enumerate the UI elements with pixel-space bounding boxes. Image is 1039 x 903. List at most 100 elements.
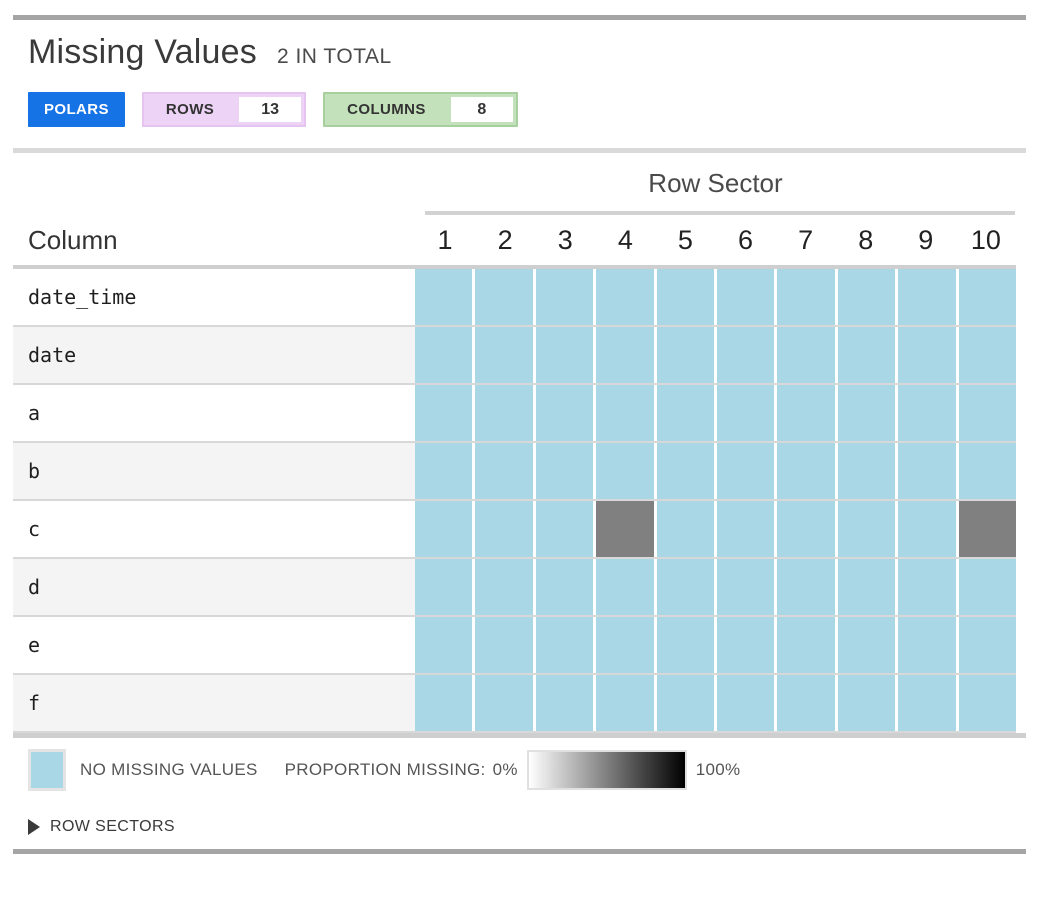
- scale-min-label: 0%: [492, 760, 518, 779]
- missing-proportion-gradient: [526, 750, 687, 790]
- no-missing-cell: [656, 385, 715, 441]
- row-cells: [415, 501, 1017, 557]
- missing-total-badge: 2 IN TOTAL: [276, 45, 392, 68]
- sector-header-label: 8: [858, 225, 874, 255]
- no-missing-cell: [415, 675, 473, 731]
- no-missing-cell: [958, 559, 1017, 615]
- table-row: f: [13, 675, 1017, 733]
- no-missing-cell: [898, 501, 956, 557]
- no-missing-cell: [415, 443, 473, 499]
- no-missing-cell: [898, 443, 956, 499]
- no-missing-cell: [777, 559, 835, 615]
- sector-header-label: 7: [798, 225, 814, 255]
- table-row: b: [13, 443, 1017, 501]
- sector-header-label: 10: [970, 225, 1001, 255]
- no-missing-cell: [415, 559, 473, 615]
- no-missing-cell: [596, 443, 654, 499]
- row-cells: [415, 443, 1017, 499]
- no-missing-cell: [415, 385, 473, 441]
- no-missing-cell: [717, 675, 775, 731]
- sector-header-label: 6: [738, 225, 754, 255]
- row-cells: [415, 617, 1017, 673]
- table-row: c: [13, 501, 1017, 559]
- column-axis-title: Column: [28, 225, 118, 255]
- no-missing-cell: [958, 327, 1017, 383]
- no-missing-cell: [837, 501, 896, 557]
- no-missing-cell: [717, 617, 775, 673]
- sector-header-cells: 1 2 3 4 5 6 7 8 9 10: [415, 225, 1016, 256]
- no-missing-cell: [656, 443, 715, 499]
- no-missing-cell: [596, 269, 654, 325]
- no-missing-cell: [475, 617, 533, 673]
- no-missing-cell: [837, 269, 896, 325]
- sector-header-label: 9: [918, 225, 934, 255]
- no-missing-swatch: [28, 749, 66, 791]
- no-missing-label: NO MISSING VALUES: [80, 760, 258, 779]
- row-cells: [415, 675, 1017, 731]
- no-missing-cell: [777, 675, 835, 731]
- no-missing-cell: [898, 327, 956, 383]
- scale-max-label: 100%: [695, 760, 741, 779]
- no-missing-cell: [958, 443, 1017, 499]
- no-missing-cell: [777, 269, 835, 325]
- no-missing-cell: [777, 327, 835, 383]
- no-missing-cell: [415, 327, 473, 383]
- no-missing-cell: [656, 617, 715, 673]
- missing-cell: [958, 501, 1017, 557]
- report-header: Missing Values 2 IN TOTAL: [28, 33, 1026, 72]
- table-row: date_time: [13, 269, 1017, 327]
- sector-header-label: 5: [677, 225, 693, 255]
- no-missing-cell: [596, 675, 654, 731]
- no-missing-cell: [777, 501, 835, 557]
- no-missing-cell: [535, 327, 594, 383]
- row-label: b: [13, 443, 415, 499]
- no-missing-cell: [898, 617, 956, 673]
- no-missing-cell: [475, 269, 533, 325]
- row-sectors-disclosure[interactable]: ROW SECTORS: [28, 818, 1026, 836]
- no-missing-cell: [535, 385, 594, 441]
- no-missing-cell: [837, 327, 896, 383]
- no-missing-cell: [777, 617, 835, 673]
- no-missing-cell: [535, 269, 594, 325]
- no-missing-cell: [596, 617, 654, 673]
- summary-badges: POLARS ROWS 13 COLUMNS 8: [28, 92, 1026, 127]
- row-label: date_time: [13, 269, 415, 325]
- table-row: d: [13, 559, 1017, 617]
- no-missing-cell: [475, 559, 533, 615]
- columns-badge-label: COLUMNS: [347, 101, 426, 118]
- no-missing-cell: [717, 327, 775, 383]
- table-row: date: [13, 327, 1017, 385]
- no-missing-cell: [596, 385, 654, 441]
- no-missing-cell: [837, 675, 896, 731]
- row-cells: [415, 559, 1017, 615]
- row-cells: [415, 269, 1017, 325]
- row-sector-axis-title: Row Sector: [648, 168, 783, 198]
- no-missing-cell: [898, 675, 956, 731]
- no-missing-cell: [777, 385, 835, 441]
- table-row: a: [13, 385, 1017, 443]
- no-missing-cell: [656, 269, 715, 325]
- no-missing-cell: [656, 675, 715, 731]
- row-label: a: [13, 385, 415, 441]
- no-missing-cell: [475, 501, 533, 557]
- no-missing-cell: [837, 385, 896, 441]
- sector-header-label: 3: [557, 225, 573, 255]
- sector-header-label: 4: [617, 225, 633, 255]
- no-missing-cell: [656, 501, 715, 557]
- no-missing-cell: [415, 617, 473, 673]
- proportion-missing-label: PROPORTION MISSING:: [284, 760, 486, 779]
- sector-header-label: 1: [437, 225, 453, 255]
- engine-badge: POLARS: [28, 92, 125, 127]
- sector-header-label: 2: [497, 225, 513, 255]
- row-label: e: [13, 617, 415, 673]
- no-missing-cell: [535, 559, 594, 615]
- no-missing-cell: [475, 443, 533, 499]
- row-sectors-label: ROW SECTORS: [50, 818, 176, 835]
- row-label: f: [13, 675, 415, 731]
- columns-badge-value: 8: [450, 97, 513, 122]
- row-cells: [415, 327, 1017, 383]
- no-missing-cell: [837, 617, 896, 673]
- rows-badge-label: ROWS: [165, 101, 215, 118]
- no-missing-cell: [958, 675, 1017, 731]
- rows-badge-value: 13: [239, 97, 302, 122]
